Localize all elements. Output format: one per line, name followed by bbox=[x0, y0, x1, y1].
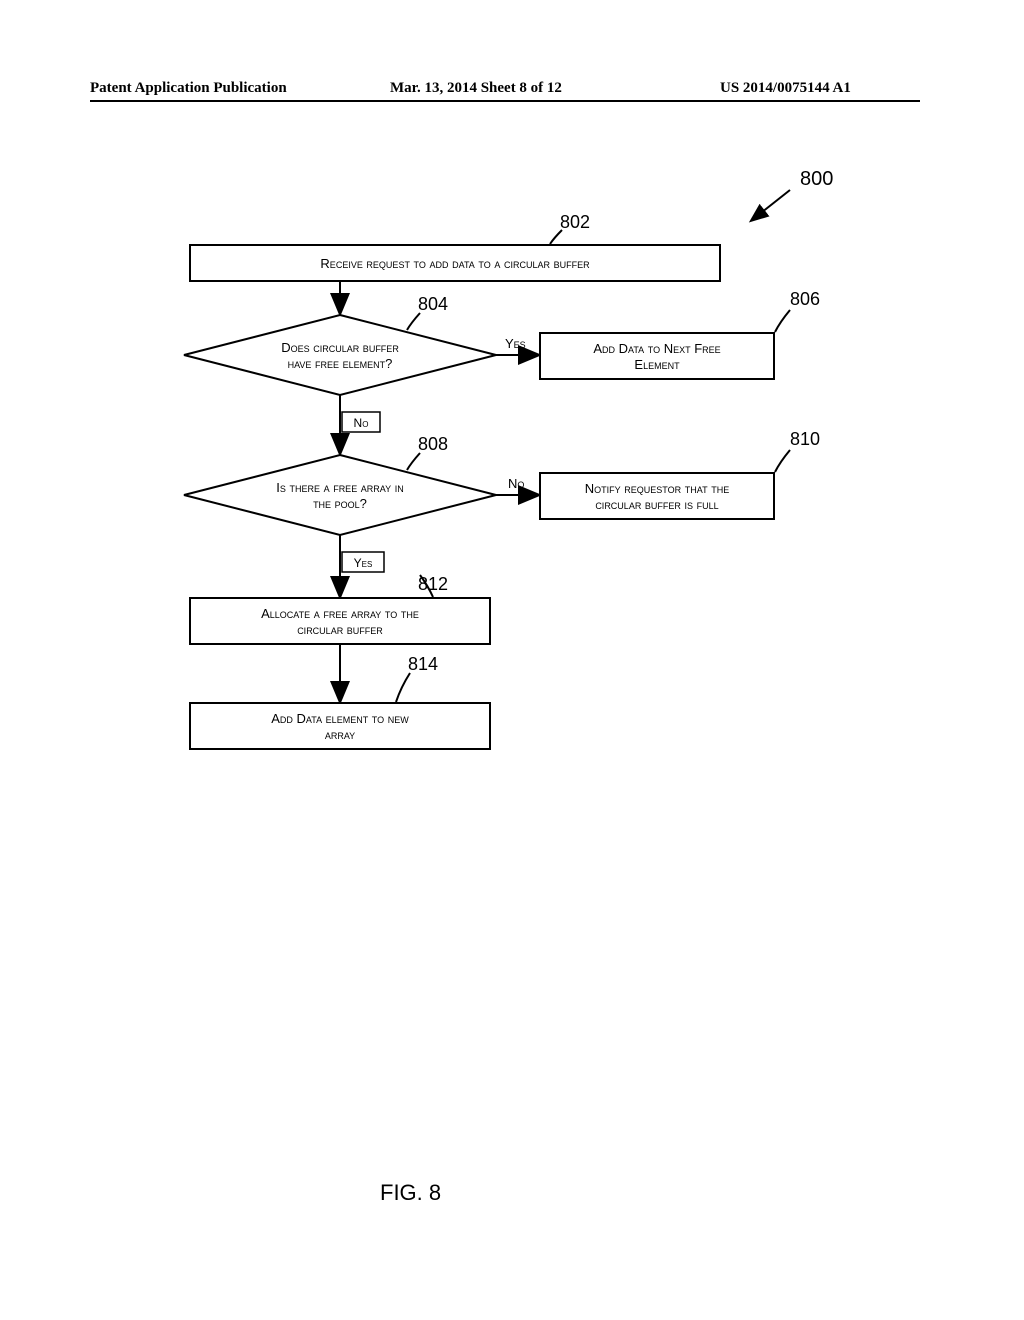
edge-804-808: No bbox=[340, 395, 380, 453]
edge-808-812: Yes bbox=[340, 535, 384, 596]
ref-802-label: 802 bbox=[560, 212, 590, 232]
node-810: Notify requestor that the circular buffe… bbox=[540, 429, 820, 519]
ref-800-label: 800 bbox=[800, 168, 833, 190]
edge-808-810: No bbox=[496, 476, 538, 495]
ref-810-label: 810 bbox=[790, 429, 820, 449]
node-808-text2: the pool? bbox=[313, 496, 367, 511]
header-pubnum: US 2014/0075144 A1 bbox=[720, 80, 851, 97]
edge-label-yes-2: Yes bbox=[354, 556, 373, 570]
ref-804-label: 804 bbox=[418, 294, 448, 314]
edge-label-no-2: No bbox=[508, 476, 524, 491]
ref-814-label: 814 bbox=[408, 654, 438, 674]
figure-label: FIG. 8 bbox=[380, 1180, 441, 1206]
ref-800: 800 bbox=[752, 168, 833, 220]
node-812-text1: Allocate a free array to the bbox=[261, 606, 419, 621]
node-810-text2: circular buffer is full bbox=[595, 497, 718, 512]
node-802-text: Receive request to add data to a circula… bbox=[320, 256, 590, 271]
flowchart-diagram: 800 Receive request to add data to a cir… bbox=[90, 150, 920, 850]
node-804-text1: Does circular buffer bbox=[281, 340, 399, 355]
node-814-text2: array bbox=[325, 727, 355, 742]
node-806-text2: Element bbox=[634, 357, 680, 372]
node-808-text1: Is there a free array in bbox=[276, 480, 404, 495]
ref-808-label: 808 bbox=[418, 434, 448, 454]
node-810-text1: Notify requestor that the bbox=[585, 481, 729, 496]
ref-806-label: 806 bbox=[790, 289, 820, 309]
header-rule bbox=[90, 100, 920, 102]
edge-label-no-1: No bbox=[354, 416, 369, 430]
edge-label-yes-1: Yes bbox=[505, 336, 526, 351]
node-812-text2: circular buffer bbox=[297, 622, 383, 637]
node-814-text1: Add Data element to new bbox=[271, 711, 409, 726]
node-802: Receive request to add data to a circula… bbox=[190, 212, 720, 281]
node-806-text1: Add Data to Next Free bbox=[593, 341, 720, 356]
node-806: Add Data to Next Free Element 806 bbox=[540, 289, 820, 379]
edge-804-806: Yes bbox=[496, 336, 538, 355]
header-date-sheet: Mar. 13, 2014 Sheet 8 of 12 bbox=[390, 80, 562, 97]
node-804-text2: have free element? bbox=[288, 356, 393, 371]
header-publication: Patent Application Publication bbox=[90, 80, 287, 97]
